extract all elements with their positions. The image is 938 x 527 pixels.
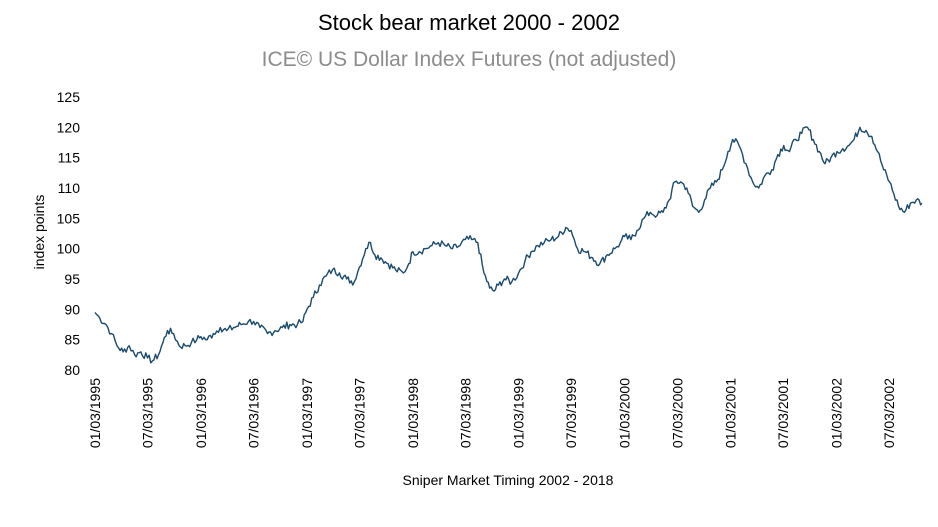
- x-tick-label: 01/03/1995: [87, 378, 103, 448]
- x-tick-label: 07/03/2001: [775, 378, 791, 448]
- x-tick-label: 01/03/2000: [617, 378, 633, 448]
- x-axis-label: Sniper Market Timing 2002 - 2018: [403, 472, 614, 488]
- y-tick-label: 115: [58, 150, 81, 166]
- x-tick-label: 07/03/1996: [246, 378, 262, 448]
- x-tick-label: 01/03/2002: [829, 378, 845, 448]
- y-tick-label: 120: [57, 119, 81, 135]
- x-tick-label: 07/03/1998: [457, 378, 473, 448]
- x-tick-label: 07/03/2002: [881, 378, 897, 448]
- x-tick-label: 01/03/1998: [405, 378, 421, 448]
- x-axis-ticks: 01/03/1995 07/03/1995 01/03/1996 07/03/1996…: [87, 378, 897, 448]
- y-tick-label: 85: [64, 332, 80, 348]
- y-axis-label: index points: [31, 195, 47, 270]
- x-tick-label: 07/03/1997: [352, 378, 368, 448]
- y-tick-label: 125: [57, 89, 81, 105]
- y-axis-ticks: 80 85 90 95 100 105 110 115 120 125: [57, 89, 81, 378]
- y-tick-label: 100: [57, 241, 81, 257]
- chart-subtitle: ICE© US Dollar Index Futures (not adjust…: [262, 48, 677, 71]
- y-tick-label: 105: [57, 210, 81, 226]
- y-tick-label: 95: [64, 271, 80, 287]
- series-line: [94, 126, 923, 364]
- x-tick-label: 01/03/2001: [723, 378, 739, 448]
- x-tick-label: 01/03/1997: [299, 378, 315, 448]
- x-tick-label: 01/03/1996: [193, 378, 209, 448]
- x-tick-label: 07/03/1999: [563, 378, 579, 448]
- x-tick-label: 07/03/2000: [669, 378, 685, 448]
- y-tick-label: 110: [58, 180, 81, 196]
- chart-title: Stock bear market 2000 - 2002: [318, 10, 620, 35]
- y-tick-label: 90: [64, 301, 80, 317]
- x-tick-label: 01/03/1999: [511, 378, 527, 448]
- y-tick-label: 80: [64, 362, 80, 378]
- x-tick-label: 07/03/1995: [140, 378, 156, 448]
